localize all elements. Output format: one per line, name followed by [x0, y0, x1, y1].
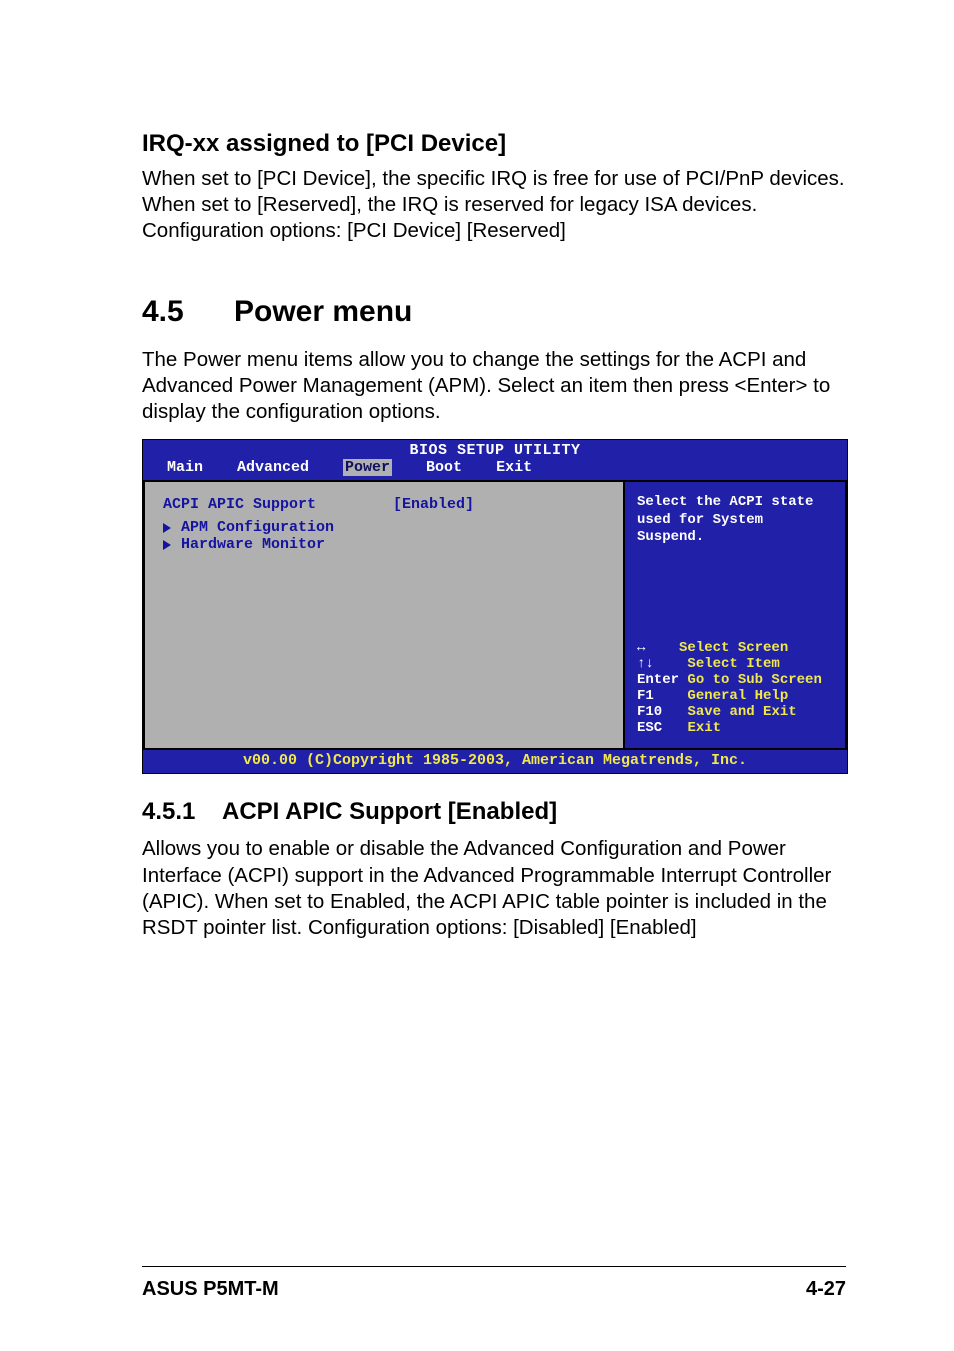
- heading-irq: IRQ-xx assigned to [PCI Device]: [142, 130, 848, 158]
- footer-left: ASUS P5MT-M: [142, 1278, 279, 1301]
- bios-screenshot: BIOS SETUP UTILITY Main Advanced Power B…: [142, 439, 848, 774]
- heading-4-5-1: 4.5.1ACPI APIC Support [Enabled]: [142, 798, 848, 826]
- bios-subitem-label: Hardware Monitor: [181, 536, 325, 553]
- bios-tabs: Main Advanced Power Boot Exit: [143, 459, 847, 480]
- bios-option-label: ACPI APIC Support: [163, 496, 393, 513]
- tab-advanced: Advanced: [237, 459, 309, 476]
- bios-help-text: Select the ACPI state used for System Su…: [637, 494, 833, 547]
- footer-right: 4-27: [806, 1278, 846, 1301]
- tab-exit: Exit: [496, 459, 532, 476]
- subsection-title: ACPI APIC Support [Enabled]: [222, 798, 557, 825]
- bios-subitem: Hardware Monitor: [163, 536, 605, 553]
- page-footer: ASUS P5MT-M 4-27: [142, 1278, 846, 1301]
- bios-key-legend: ↔ Select Screen ↑↓ Select Item Enter Go …: [637, 640, 833, 736]
- bios-subitem-label: APM Configuration: [181, 519, 334, 536]
- bios-option-value: [Enabled]: [393, 496, 474, 513]
- body-4-5-1: Allows you to enable or disable the Adva…: [142, 836, 848, 941]
- bios-footer: v00.00 (C)Copyright 1985-2003, American …: [143, 750, 847, 773]
- bios-option-row: ACPI APIC Support [Enabled]: [163, 496, 605, 513]
- subsection-num: 4.5.1: [142, 798, 222, 826]
- triangle-icon: [163, 540, 171, 550]
- tab-power: Power: [343, 459, 392, 476]
- tab-boot: Boot: [426, 459, 462, 476]
- footer-rule: [142, 1266, 846, 1267]
- body-irq: When set to [PCI Device], the specific I…: [142, 166, 848, 245]
- bios-left-panel: ACPI APIC Support [Enabled] APM Configur…: [143, 480, 623, 750]
- body-4-5: The Power menu items allow you to change…: [142, 347, 848, 426]
- section-title: Power menu: [234, 295, 412, 328]
- bios-subitem: APM Configuration: [163, 519, 605, 536]
- heading-4-5: 4.5Power menu: [142, 295, 848, 329]
- triangle-icon: [163, 523, 171, 533]
- bios-right-panel: Select the ACPI state used for System Su…: [623, 480, 847, 750]
- tab-main: Main: [167, 459, 203, 476]
- section-num: 4.5: [142, 295, 234, 329]
- bios-title: BIOS SETUP UTILITY: [143, 440, 847, 459]
